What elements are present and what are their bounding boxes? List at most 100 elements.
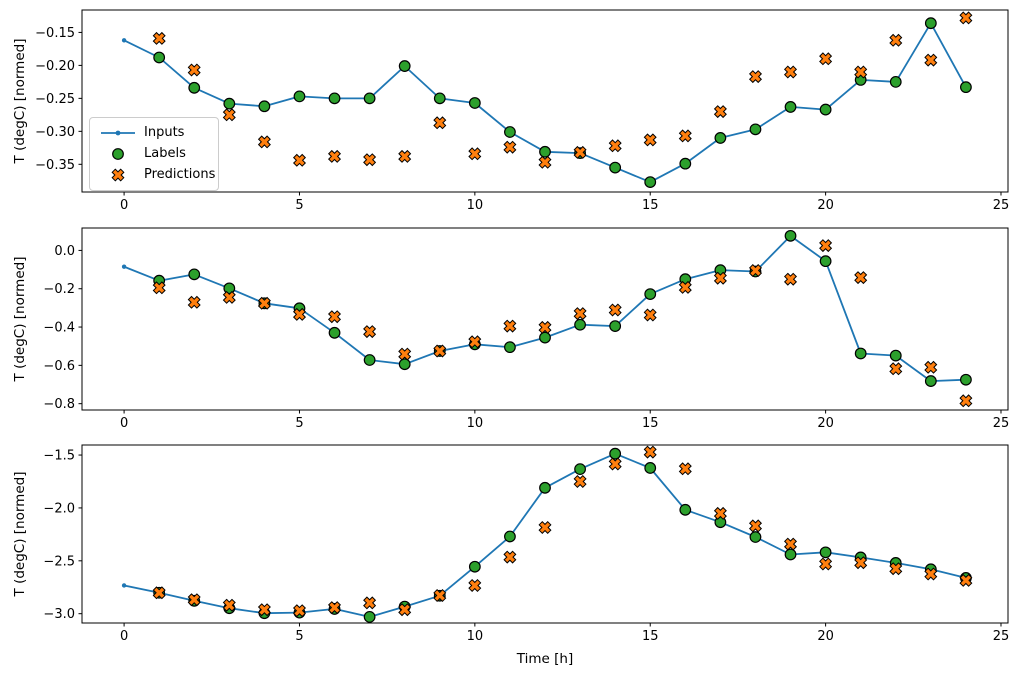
labels-circle-marker <box>819 255 832 268</box>
predictions-x-marker <box>187 593 201 607</box>
y-tick-label: −2.5 <box>43 554 75 569</box>
predictions-x-marker <box>713 105 727 119</box>
predictions-x-marker <box>222 598 236 612</box>
predictions-x-marker <box>292 153 307 167</box>
labels-circle-marker <box>223 97 236 110</box>
predictions-x-marker <box>152 281 166 295</box>
predictions-x-marker <box>468 147 482 161</box>
inputs-line <box>123 22 967 184</box>
labels-circle-marker <box>504 341 516 354</box>
predictions-x-marker <box>257 296 271 310</box>
y-tick-label: −0.30 <box>35 125 75 140</box>
predictions-x-marker <box>468 578 482 593</box>
labels-circle-marker <box>293 90 306 103</box>
x-tick-label: 10 <box>467 629 484 644</box>
y-tick-label: −2.0 <box>43 501 75 516</box>
x-tick-label: 0 <box>120 416 128 431</box>
predictions-x-marker <box>854 65 868 79</box>
predictions-x-marker <box>924 567 938 581</box>
labels-circle-marker <box>924 17 937 30</box>
predictions-x-marker <box>187 63 201 77</box>
labels-circle-marker <box>363 610 376 623</box>
predictions-x-marker <box>678 129 692 143</box>
predictions-x-icon <box>111 168 125 182</box>
x-tick-label: 5 <box>295 629 303 644</box>
y-tick-label: −1.5 <box>43 449 75 464</box>
labels-circle-marker <box>749 531 762 543</box>
predictions-x-marker <box>783 272 798 286</box>
axes-border <box>81 444 1009 624</box>
labels-circle-marker <box>889 349 902 362</box>
y-tick-label: −0.35 <box>35 158 75 173</box>
labels-circle-marker <box>574 318 586 331</box>
predictions-x-marker <box>959 394 973 408</box>
y-tick-label: −0.2 <box>43 282 75 297</box>
predictions-x-marker <box>819 557 833 571</box>
labels-circle-marker <box>749 123 762 136</box>
predictions-x-marker <box>503 550 517 564</box>
legend-label-labels: Labels <box>144 146 186 161</box>
labels-circle-marker <box>188 268 201 281</box>
predictions-x-marker <box>257 135 271 149</box>
panel-bottom: 0 5 10 15 20 25 −1.5 −2.0 −2.5 −3.0 <box>43 444 1009 644</box>
labels-circle-marker <box>924 375 937 387</box>
labels-circle-icon <box>112 148 124 160</box>
labels-circle-marker <box>679 503 692 516</box>
inputs-dot-marker <box>121 583 127 588</box>
labels-circle-marker <box>433 92 446 105</box>
predictions-x-marker <box>398 603 412 617</box>
predictions-x-marker <box>152 31 166 45</box>
legend-item-predictions: Predictions <box>100 167 215 183</box>
legend-label-inputs: Inputs <box>144 125 185 140</box>
axes-border <box>81 9 1009 193</box>
labels-circle-marker <box>609 320 622 332</box>
labels-circle-marker <box>468 560 481 573</box>
predictions-x-marker <box>854 556 868 570</box>
predictions-x-marker <box>573 474 587 489</box>
predictions-x-marker <box>222 108 236 122</box>
labels-circle-marker <box>504 126 516 138</box>
labels-circle-marker <box>784 101 797 113</box>
labels-circle-marker <box>609 161 622 174</box>
x-tick-label: 25 <box>993 198 1010 213</box>
predictions-x-marker <box>433 588 447 603</box>
y-tick-label: −0.15 <box>35 26 75 41</box>
predictions-x-marker <box>643 308 657 322</box>
predictions-x-marker <box>433 344 447 358</box>
labels-circle-marker <box>468 97 481 109</box>
predictions-x-marker <box>538 520 552 535</box>
inputs-dot-marker <box>121 38 127 43</box>
labels-circle-marker <box>328 92 341 105</box>
x-tick-label: 20 <box>817 416 834 431</box>
predictions-x-marker <box>503 319 517 333</box>
labels-circle-marker <box>609 447 622 460</box>
labels-circle-marker <box>679 157 692 170</box>
labels-circle-marker <box>644 288 657 300</box>
y-tick-label: −0.4 <box>43 321 75 336</box>
y-axis-label-top-panel: T (degC) [normed] <box>12 38 28 164</box>
labels-circle-marker <box>398 358 411 371</box>
predictions-x-marker <box>538 320 552 334</box>
predictions-x-marker <box>573 307 587 321</box>
predictions-x-marker <box>292 604 307 618</box>
predictions-x-marker <box>222 290 236 304</box>
labels-circle-marker <box>504 530 516 543</box>
inputs-line <box>123 234 966 383</box>
predictions-x-marker <box>889 362 903 376</box>
predictions-x-marker <box>187 295 201 309</box>
predictions-x-marker <box>363 325 377 339</box>
predictions-x-marker <box>643 133 657 147</box>
predictions-x-marker <box>678 280 692 294</box>
predictions-x-marker <box>327 149 342 163</box>
labels-circle-marker <box>889 75 902 88</box>
predictions-x-marker <box>398 149 412 163</box>
predictions-x-marker <box>363 596 377 610</box>
labels-circle-marker <box>784 548 797 561</box>
x-tick-label: 20 <box>817 629 834 644</box>
x-tick-label: 25 <box>993 416 1010 431</box>
predictions-x-marker <box>468 335 482 349</box>
predictions-x-marker <box>608 139 622 153</box>
y-axis-label-middle-panel: T (degC) [normed] <box>12 256 28 382</box>
panel-middle: 0 5 10 15 20 25 0.0 −0.2 −0.4 −0.6 −0.8 <box>43 227 1010 431</box>
